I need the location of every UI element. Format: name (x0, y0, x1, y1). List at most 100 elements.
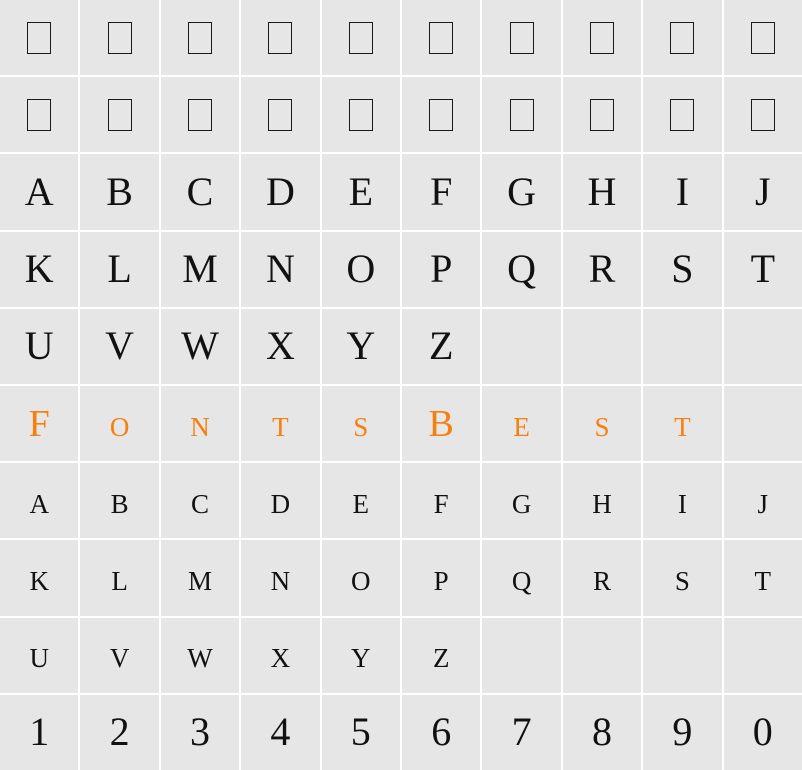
glyph-cell: x (241, 618, 319, 693)
glyph-cell: u (0, 618, 78, 693)
missing-glyph-cell (643, 77, 721, 152)
glyph-cell: t (241, 386, 319, 461)
glyph-cell: A (0, 154, 78, 229)
glyph-cell: n (241, 540, 319, 615)
glyph-cell: P (402, 232, 480, 307)
glyph-cell: B (80, 154, 158, 229)
missing-glyph-cell (322, 77, 400, 152)
glyph-cell (482, 618, 560, 693)
glyph-cell: 9 (643, 695, 721, 770)
missing-glyph-cell (563, 77, 641, 152)
glyph-cell: 1 (0, 695, 78, 770)
missing-glyph-cell (724, 0, 802, 75)
missing-glyph-icon (429, 99, 453, 131)
glyph-cell (724, 618, 802, 693)
glyph-cell: p (402, 540, 480, 615)
glyph-cell: r (563, 540, 641, 615)
glyph-cell: V (80, 309, 158, 384)
missing-glyph-icon (268, 99, 292, 131)
glyph-cell: z (402, 618, 480, 693)
glyph-cell: L (80, 232, 158, 307)
glyph-cell (482, 309, 560, 384)
missing-glyph-cell (482, 0, 560, 75)
glyph-cell: F (0, 386, 78, 461)
glyph-cell: q (482, 540, 560, 615)
glyph-cell: h (563, 463, 641, 538)
missing-glyph-icon (27, 22, 51, 54)
missing-glyph-icon (590, 99, 614, 131)
missing-glyph-cell (0, 77, 78, 152)
missing-glyph-icon (108, 22, 132, 54)
glyph-cell: n (161, 386, 239, 461)
glyph-cell: O (322, 232, 400, 307)
glyph-cell: w (161, 618, 239, 693)
glyph-cell: K (0, 232, 78, 307)
glyph-cell: s (322, 386, 400, 461)
missing-glyph-icon (751, 99, 775, 131)
glyph-cell: b (80, 463, 158, 538)
glyph-cell: e (322, 463, 400, 538)
glyph-cell: I (643, 154, 721, 229)
glyph-cell: g (482, 463, 560, 538)
glyph-cell: F (402, 154, 480, 229)
glyph-cell: H (563, 154, 641, 229)
glyph-cell: N (241, 232, 319, 307)
missing-glyph-icon (670, 99, 694, 131)
glyph-cell: 5 (322, 695, 400, 770)
glyph-cell: 0 (724, 695, 802, 770)
glyph-cell (563, 309, 641, 384)
glyph-cell: s (643, 540, 721, 615)
missing-glyph-icon (188, 22, 212, 54)
missing-glyph-icon (751, 22, 775, 54)
glyph-cell: Y (322, 309, 400, 384)
missing-glyph-icon (670, 22, 694, 54)
glyph-cell: B (402, 386, 480, 461)
missing-glyph-icon (349, 99, 373, 131)
missing-glyph-icon (510, 99, 534, 131)
glyph-cell: J (724, 154, 802, 229)
missing-glyph-cell (80, 77, 158, 152)
glyph-cell: Z (402, 309, 480, 384)
glyph-cell: y (322, 618, 400, 693)
missing-glyph-cell (482, 77, 560, 152)
missing-glyph-cell (402, 77, 480, 152)
glyph-cell: W (161, 309, 239, 384)
missing-glyph-icon (590, 22, 614, 54)
missing-glyph-icon (108, 99, 132, 131)
glyph-cell: t (643, 386, 721, 461)
glyph-cell: c (161, 463, 239, 538)
glyph-cell: o (80, 386, 158, 461)
glyph-cell: k (0, 540, 78, 615)
missing-glyph-cell (643, 0, 721, 75)
glyph-cell: 3 (161, 695, 239, 770)
missing-glyph-icon (188, 99, 212, 131)
missing-glyph-cell (241, 77, 319, 152)
glyph-cell: E (322, 154, 400, 229)
glyph-cell: R (563, 232, 641, 307)
glyph-cell: 6 (402, 695, 480, 770)
glyph-cell: i (643, 463, 721, 538)
missing-glyph-icon (510, 22, 534, 54)
glyph-cell (643, 618, 721, 693)
glyph-cell: m (161, 540, 239, 615)
glyph-cell: a (0, 463, 78, 538)
missing-glyph-cell (161, 77, 239, 152)
glyph-cell: 7 (482, 695, 560, 770)
glyph-cell: 2 (80, 695, 158, 770)
glyph-grid: ABCDEFGHIJKLMNOPQRSTUVWXYZFontsBestabcde… (0, 0, 802, 752)
missing-glyph-cell (322, 0, 400, 75)
missing-glyph-icon (27, 99, 51, 131)
missing-glyph-icon (349, 22, 373, 54)
missing-glyph-icon (429, 22, 453, 54)
glyph-cell: 4 (241, 695, 319, 770)
glyph-cell: D (241, 154, 319, 229)
glyph-cell (724, 309, 802, 384)
glyph-cell: X (241, 309, 319, 384)
glyph-cell: C (161, 154, 239, 229)
glyph-cell: l (80, 540, 158, 615)
glyph-cell: Q (482, 232, 560, 307)
missing-glyph-cell (161, 0, 239, 75)
glyph-cell: e (482, 386, 560, 461)
glyph-cell: f (402, 463, 480, 538)
missing-glyph-cell (80, 0, 158, 75)
